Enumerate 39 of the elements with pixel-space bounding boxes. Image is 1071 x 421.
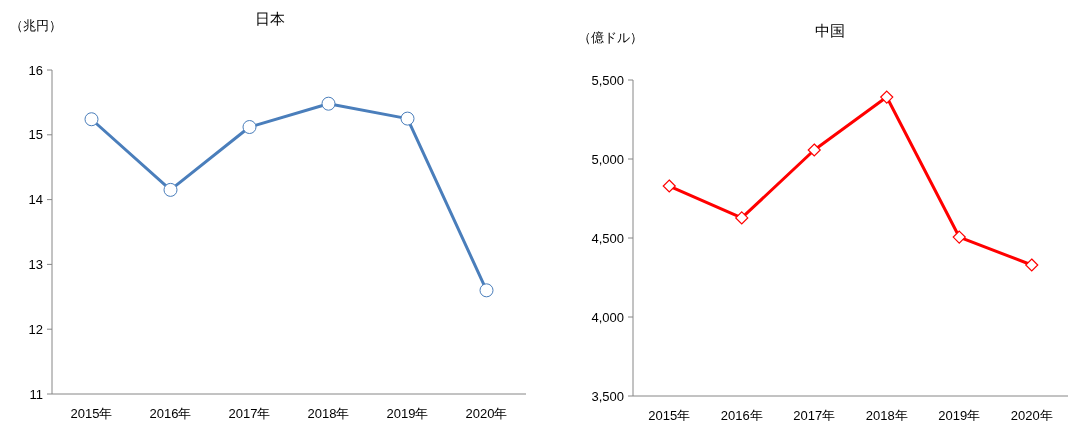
y-tick-label: 3,500 bbox=[591, 388, 624, 404]
chart-title: 日本 bbox=[255, 10, 285, 27]
y-tick-label: 11 bbox=[29, 386, 43, 402]
x-tick-label: 2016年 bbox=[720, 408, 763, 421]
x-tick-label: 2017年 bbox=[228, 406, 271, 421]
chart-title: 中国 bbox=[815, 22, 845, 39]
point bbox=[807, 143, 821, 157]
point bbox=[321, 96, 336, 111]
point bbox=[880, 90, 894, 104]
point bbox=[400, 111, 415, 126]
y-tick-label: 12 bbox=[28, 321, 43, 337]
x-tick-label: 2015年 bbox=[70, 406, 113, 421]
point bbox=[84, 112, 99, 127]
x-tick-label: 2018年 bbox=[865, 408, 908, 421]
point bbox=[163, 182, 178, 197]
x-tick-label: 2020年 bbox=[1010, 408, 1053, 421]
x-tick-label: 2017年 bbox=[793, 408, 836, 421]
point bbox=[662, 179, 676, 193]
x-tick-label: 2018年 bbox=[307, 406, 350, 421]
y-axis-title: （億ドル） bbox=[578, 30, 643, 45]
point bbox=[242, 120, 257, 135]
point bbox=[735, 211, 749, 225]
point bbox=[952, 230, 966, 244]
x-tick-label: 2019年 bbox=[938, 408, 981, 421]
y-tick-label: 5,500 bbox=[591, 72, 624, 88]
x-tick-label: 2015年 bbox=[648, 408, 691, 421]
point bbox=[479, 283, 494, 298]
y-tick-label: 5,000 bbox=[591, 151, 624, 167]
y-tick-label: 16 bbox=[28, 62, 43, 78]
y-tick-label: 15 bbox=[28, 127, 43, 143]
point bbox=[1025, 258, 1039, 272]
y-tick-label: 4,000 bbox=[591, 309, 624, 325]
y-tick-label: 4,500 bbox=[591, 230, 624, 246]
y-tick-label: 14 bbox=[28, 192, 43, 208]
y-tick-label: 13 bbox=[28, 256, 43, 272]
y-axis-title: （兆円） bbox=[10, 18, 62, 33]
x-tick-label: 2019年 bbox=[386, 406, 429, 421]
x-tick-label: 2020年 bbox=[465, 406, 508, 421]
x-tick-label: 2016年 bbox=[149, 406, 192, 421]
